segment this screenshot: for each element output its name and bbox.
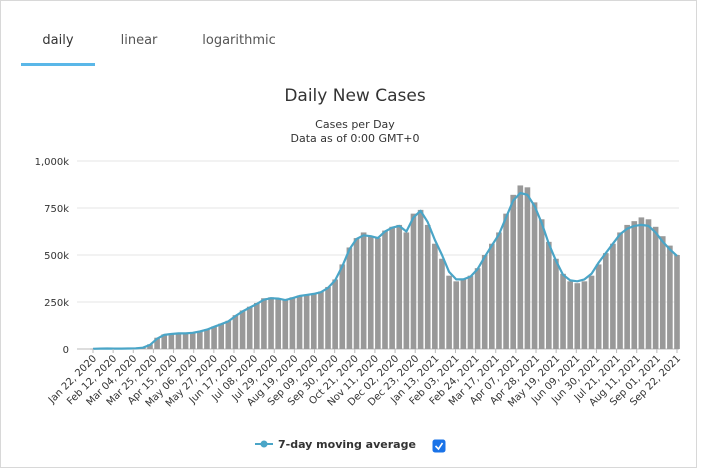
bar[interactable]: [197, 331, 203, 349]
bar[interactable]: [659, 236, 666, 349]
bar[interactable]: [168, 333, 175, 349]
bar[interactable]: [375, 238, 381, 349]
chart-data-date: Data as of 0:00 GMT+0: [291, 132, 420, 145]
moving-average-line[interactable]: [92, 191, 678, 350]
bar[interactable]: [161, 334, 168, 349]
bar[interactable]: [303, 294, 310, 349]
tab-daily[interactable]: daily: [21, 19, 95, 66]
bar[interactable]: [652, 226, 659, 349]
bar[interactable]: [410, 213, 417, 349]
bar[interactable]: [396, 224, 403, 349]
bar[interactable]: [538, 219, 545, 349]
tab-linear[interactable]: linear: [120, 33, 158, 48]
moving-average-checkbox[interactable]: [432, 439, 446, 453]
bar[interactable]: [595, 264, 602, 349]
bar[interactable]: [560, 273, 566, 349]
chart-subtitle: Cases per Day: [315, 118, 395, 131]
bar[interactable]: [204, 329, 210, 349]
bar[interactable]: [631, 221, 638, 349]
bar[interactable]: [474, 268, 481, 349]
bar[interactable]: [610, 243, 616, 349]
bar[interactable]: [417, 209, 424, 349]
bar[interactable]: [225, 320, 232, 349]
bar[interactable]: [588, 275, 595, 349]
bar[interactable]: [332, 279, 338, 349]
bar[interactable]: [268, 297, 274, 349]
moving-average-layer: [92, 191, 678, 350]
bar[interactable]: [403, 232, 410, 349]
bar[interactable]: [545, 241, 552, 349]
bar[interactable]: [367, 236, 374, 349]
bar[interactable]: [453, 281, 460, 349]
legend-marker: [260, 440, 268, 448]
bar[interactable]: [182, 333, 189, 349]
bar[interactable]: [624, 224, 630, 349]
bar[interactable]: [389, 226, 395, 349]
bar[interactable]: [253, 302, 260, 349]
bar[interactable]: [567, 281, 573, 349]
bar[interactable]: [154, 337, 160, 349]
bar[interactable]: [645, 219, 652, 349]
bar[interactable]: [353, 238, 360, 349]
bar[interactable]: [296, 295, 303, 349]
bar[interactable]: [211, 326, 217, 349]
bar[interactable]: [531, 202, 538, 349]
bar[interactable]: [289, 297, 296, 349]
bar[interactable]: [310, 293, 317, 349]
bar[interactable]: [382, 230, 388, 349]
bar[interactable]: [439, 258, 445, 349]
y-tick-label: 500k: [44, 251, 69, 262]
y-tick-label: 0: [63, 345, 69, 356]
bar[interactable]: [218, 323, 225, 349]
bar-series: [90, 185, 680, 350]
bar[interactable]: [239, 310, 246, 349]
bar[interactable]: [360, 232, 367, 349]
bar[interactable]: [638, 217, 645, 349]
bar[interactable]: [424, 224, 431, 349]
bar[interactable]: [460, 279, 467, 349]
bar[interactable]: [602, 253, 609, 349]
bar[interactable]: [467, 275, 474, 349]
bar[interactable]: [674, 255, 680, 349]
bar[interactable]: [496, 232, 502, 349]
bar[interactable]: [339, 264, 346, 349]
bar[interactable]: [617, 232, 623, 349]
bar[interactable]: [574, 283, 581, 349]
bar[interactable]: [553, 258, 559, 349]
bar[interactable]: [346, 247, 353, 349]
bar[interactable]: [581, 281, 588, 349]
bar[interactable]: [446, 275, 452, 349]
bar[interactable]: [517, 185, 524, 349]
bar[interactable]: [667, 245, 673, 349]
bar[interactable]: [325, 286, 331, 349]
bar[interactable]: [503, 213, 509, 349]
chart-title: Daily New Cases: [284, 86, 426, 106]
bar[interactable]: [318, 291, 324, 349]
bar[interactable]: [189, 332, 196, 349]
checkmark-icon: [434, 442, 444, 451]
tab-logarithmic[interactable]: logarithmic: [202, 33, 276, 48]
legend[interactable]: 7-day moving average: [255, 438, 446, 453]
bar[interactable]: [524, 187, 531, 349]
y-tick-label: 250k: [44, 298, 69, 309]
y-tick-label: 750k: [44, 204, 69, 215]
legend-label[interactable]: 7-day moving average: [278, 438, 416, 451]
y-tick-label: 1,000k: [35, 157, 70, 168]
bar[interactable]: [147, 344, 153, 349]
bar[interactable]: [282, 300, 289, 349]
bar[interactable]: [275, 298, 281, 349]
bar[interactable]: [481, 255, 488, 349]
bar[interactable]: [246, 306, 253, 349]
bar[interactable]: [175, 333, 182, 349]
bar[interactable]: [510, 194, 517, 349]
daily-new-cases-chart: Daily New Cases Cases per Day Data as of…: [35, 86, 683, 453]
bar[interactable]: [261, 298, 267, 349]
bar[interactable]: [489, 243, 495, 349]
bar[interactable]: [232, 315, 239, 349]
bar[interactable]: [432, 243, 438, 349]
